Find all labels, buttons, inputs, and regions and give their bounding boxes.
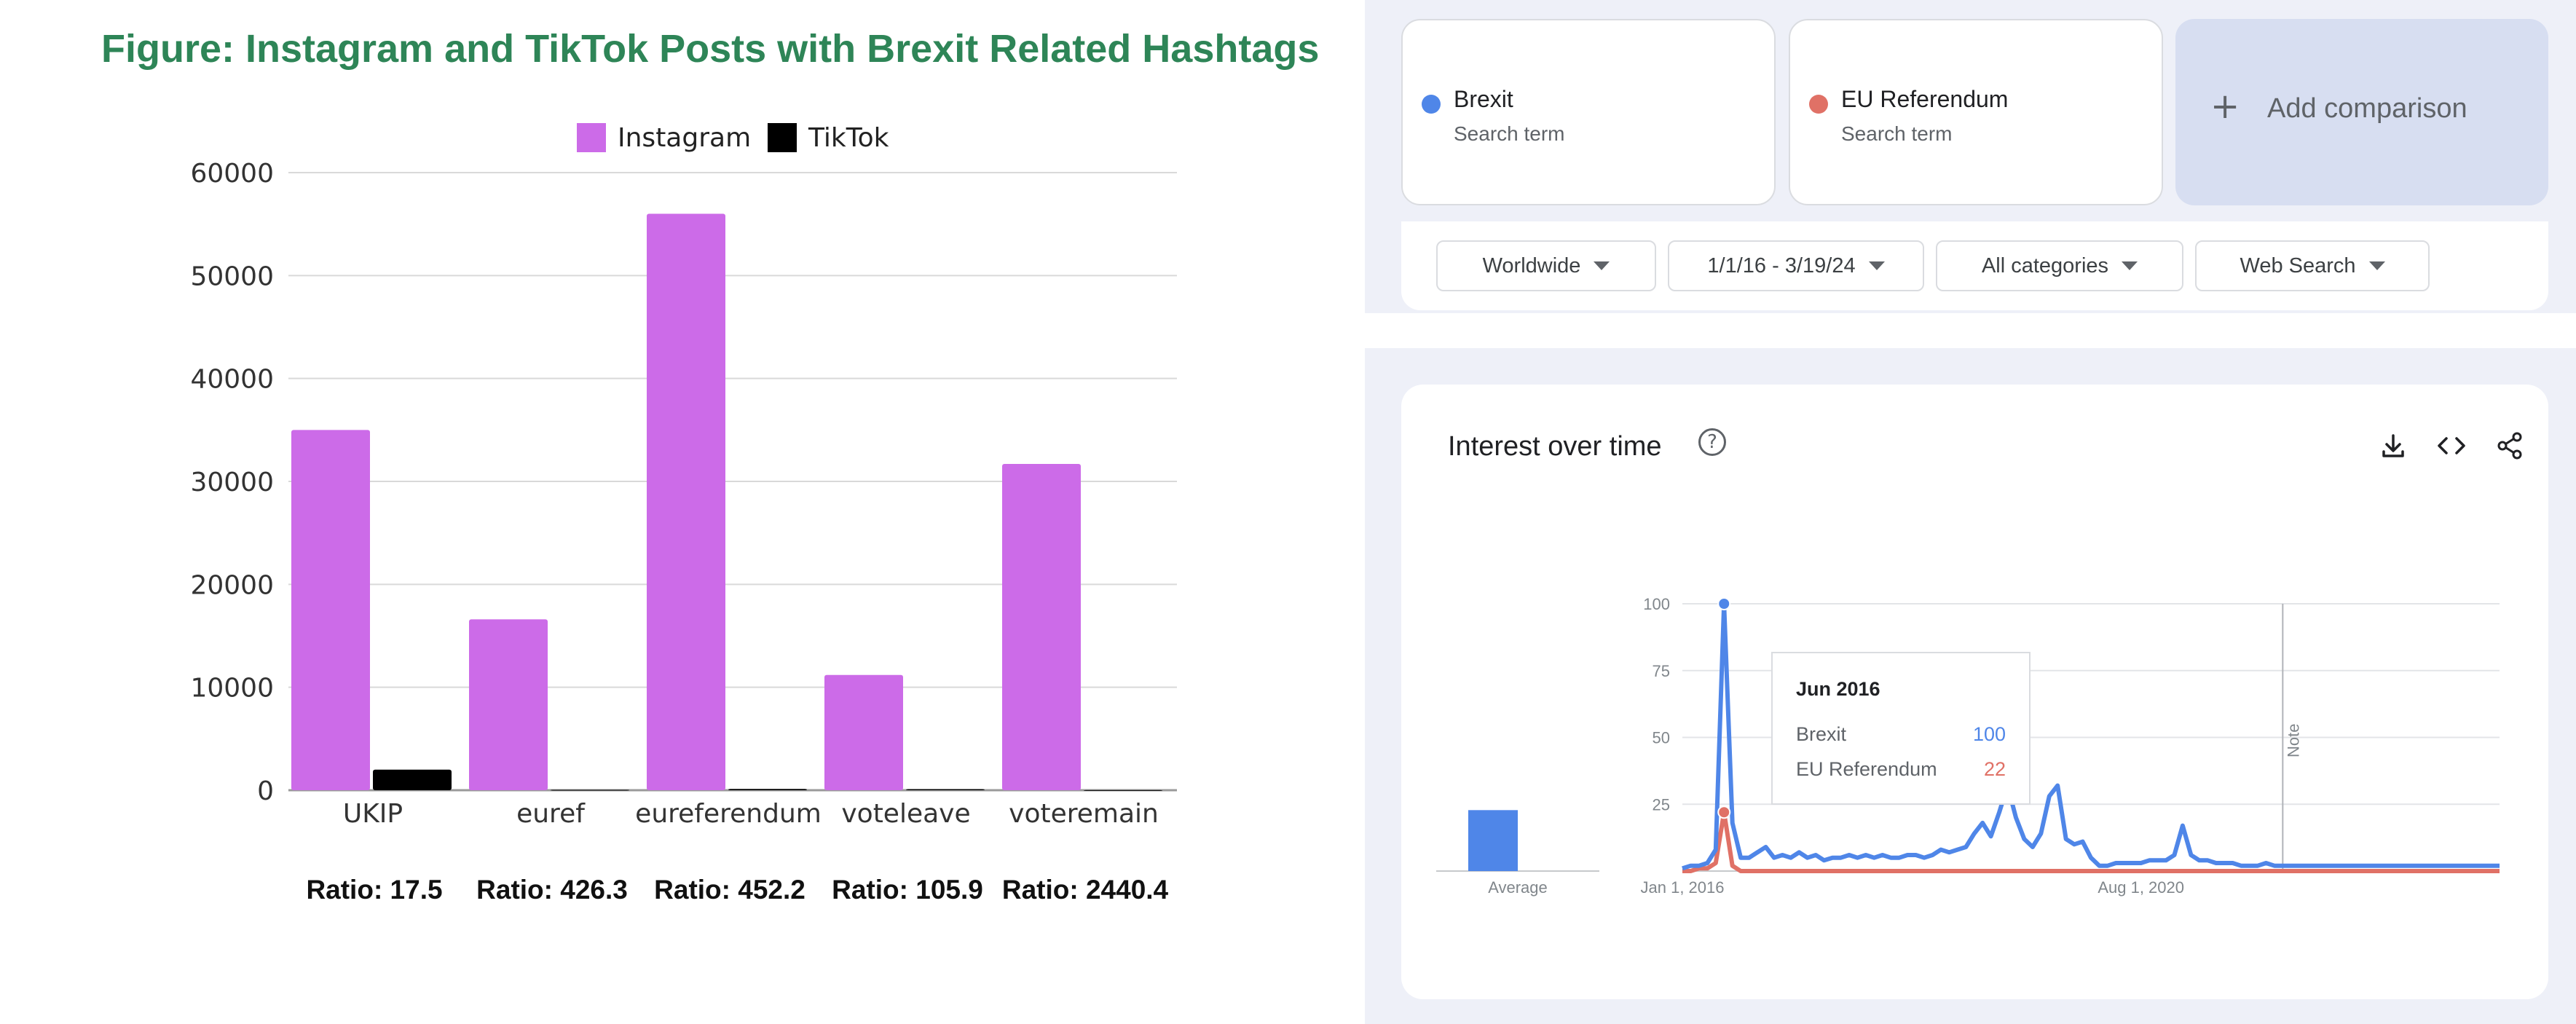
y-tick-label: 0: [257, 776, 274, 806]
date-range-label: 1/1/16 - 3/19/24: [1707, 253, 1856, 277]
trend-x-tick-label: Jan 1, 2016: [1641, 878, 1725, 897]
average-bar-brexit: [1468, 810, 1518, 871]
y-tick-label: 50000: [190, 261, 274, 291]
trend-line-brexit: [1682, 602, 2500, 871]
term-subtitle: Search term: [1841, 122, 1953, 145]
caret-down-icon: [2122, 261, 2138, 270]
category-filter-label: All categories: [1981, 253, 2109, 277]
x-tick-label: eureferendum: [635, 799, 822, 829]
bar-tiktok-ukip: [373, 769, 452, 790]
term-name[interactable]: EU Referendum: [1841, 86, 2009, 112]
trend-x-tick-label: Aug 1, 2020: [2098, 878, 2184, 897]
share-icon[interactable]: [2494, 430, 2526, 462]
trends-panel: Brexit Search term EU Referendum Search …: [1365, 0, 2576, 1024]
legend-swatch: [768, 123, 797, 152]
tooltip-series-value: 22: [1983, 758, 2006, 780]
y-tick-label: 30000: [190, 468, 274, 497]
term-color-dot: [1809, 95, 1828, 114]
filter-bar: Worldwide 1/1/16 - 3/19/24 All categorie…: [1401, 221, 2548, 310]
search-term-card-brexit[interactable]: Brexit Search term: [1401, 19, 1776, 205]
y-tick-label: 40000: [190, 365, 274, 395]
y-tick-label: 60000: [190, 159, 274, 189]
caret-down-icon: [2368, 261, 2385, 270]
tooltip-series-value: 100: [1972, 723, 2006, 745]
legend-swatch: [577, 123, 606, 152]
bar-tiktok-voteremain: [1084, 789, 1162, 791]
bar-tiktok-euref: [551, 789, 629, 791]
chart-tooltip: Jun 2016 Brexit 100 EU Referendum 22: [1771, 652, 2031, 805]
ratio-label: Ratio: 105.9: [832, 875, 983, 905]
x-tick-label: euref: [516, 799, 586, 829]
bar-tiktok-voteleave: [906, 789, 985, 790]
embed-code-icon[interactable]: [2435, 430, 2467, 462]
bar-tiktok-eureferendum: [728, 789, 807, 790]
help-icon[interactable]: ?: [1698, 428, 1726, 456]
bar-instagram-euref: [469, 619, 548, 790]
bar-instagram-voteremain: [1002, 463, 1081, 790]
average-label: Average: [1488, 878, 1548, 897]
term-color-dot: [1422, 95, 1441, 114]
term-subtitle: Search term: [1454, 122, 1565, 145]
download-icon[interactable]: [2377, 430, 2409, 462]
region-filter[interactable]: Worldwide: [1436, 240, 1656, 291]
interest-over-time-title: Interest over time: [1448, 431, 1662, 462]
search-term-card-eu-referendum[interactable]: EU Referendum Search term: [1789, 19, 2163, 205]
tooltip-series-name: EU Referendum: [1796, 758, 1937, 780]
tooltip-date: Jun 2016: [1796, 678, 1880, 700]
trend-y-tick-label: 25: [1653, 795, 1670, 814]
ratio-label: Ratio: 17.5: [306, 875, 442, 905]
search-type-filter[interactable]: Web Search: [2195, 240, 2430, 291]
trend-line-eu-referendum: [1682, 810, 2500, 873]
plus-icon: +: [2210, 86, 2240, 127]
legend-label: Instagram: [618, 123, 751, 153]
bar-chart: 0 10000 20000 30000 40000 50000 60000 UKIP Ratio…: [190, 123, 1177, 905]
hover-point-eu-referendum: [1717, 806, 1731, 819]
caret-down-icon: [1868, 261, 1885, 270]
bar-instagram-eureferendum: [647, 213, 725, 790]
add-comparison-label: Add comparison: [2267, 93, 2467, 124]
hover-point-brexit: [1717, 597, 1731, 610]
tooltip-series-name: Brexit: [1796, 723, 1847, 745]
ratio-label: Ratio: 2440.4: [1002, 875, 1169, 905]
ratio-label: Ratio: 452.2: [654, 875, 806, 905]
search-type-label: Web Search: [2240, 253, 2356, 277]
y-tick-label: 10000: [190, 674, 274, 704]
category-filter[interactable]: All categories: [1936, 240, 2183, 291]
section-divider: [1365, 313, 2576, 348]
region-filter-label: Worldwide: [1482, 253, 1581, 277]
ratio-label: Ratio: 426.3: [476, 875, 628, 905]
y-tick-label: 20000: [190, 570, 274, 600]
bar-instagram-voteleave: [824, 674, 903, 790]
date-range-filter[interactable]: 1/1/16 - 3/19/24: [1668, 240, 1924, 291]
note-label: Note: [2284, 724, 2302, 757]
legend-label: TikTok: [808, 123, 889, 153]
trend-y-tick-label: 100: [1643, 595, 1670, 613]
add-comparison-button[interactable]: + Add comparison: [2175, 19, 2548, 205]
x-tick-label: voteleave: [841, 799, 970, 829]
trend-y-tick-label: 75: [1653, 662, 1670, 680]
bar-chart-panel: Figure: Instagram and TikTok Posts with …: [101, 27, 1320, 905]
term-name[interactable]: Brexit: [1454, 86, 1513, 112]
trend-y-tick-label: 50: [1653, 729, 1670, 747]
x-tick-label: voteremain: [1009, 799, 1159, 829]
x-tick-label: UKIP: [343, 799, 403, 829]
bar-instagram-ukip: [291, 430, 370, 790]
caret-down-icon: [1594, 261, 1610, 270]
chart-title: Figure: Instagram and TikTok Posts with …: [101, 27, 1320, 71]
